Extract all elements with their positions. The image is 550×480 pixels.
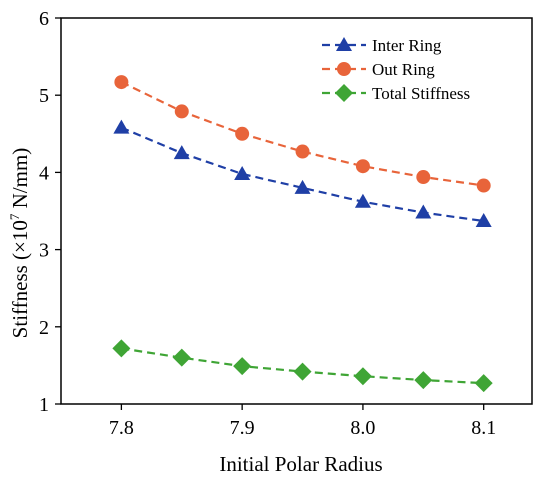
data-point [353,367,372,386]
y-tick-label: 6 [39,8,49,30]
data-point [415,204,432,219]
data-point [475,213,492,228]
series-layer [112,75,493,393]
series-total-stiffness [112,339,493,393]
data-point [476,178,491,193]
y-axis-title-suffix: N/mm) [8,148,32,214]
series-out-ring [114,75,491,193]
legend-label: Total Stiffness [372,84,470,103]
legend-marker [335,84,353,102]
legend-label: Inter Ring [372,36,442,55]
data-point [354,193,371,208]
data-point [233,357,252,376]
y-tick-label: 4 [39,162,49,184]
x-tick-label: 8.1 [471,417,496,439]
x-tick-label: 7.9 [230,417,255,439]
legend-item: Out Ring [322,60,435,79]
data-point [174,104,189,119]
x-tick-label: 7.8 [109,417,134,439]
data-point [414,371,433,390]
y-axis-title-prefix: Stiffness (×10 [8,220,32,338]
data-point [172,348,191,367]
legend-item: Inter Ring [322,36,442,55]
y-tick-label: 1 [39,394,49,416]
legend: Inter Ring Out Ring Total Stiffness [322,36,470,103]
y-axis-title: Stiffness (×107 N/mm) [7,148,32,339]
data-point [173,145,190,160]
data-point [235,126,250,141]
series-inter-ring [113,119,492,228]
data-point [234,165,251,180]
data-point [474,374,493,393]
y-tick-label: 5 [39,85,49,107]
x-tick-label: 8.0 [350,417,375,439]
data-point [295,144,310,159]
legend-label: Out Ring [372,60,435,79]
axes: 7.8 7.9 8.0 8.1 1 2 3 4 5 6 [39,8,533,439]
legend-item: Total Stiffness [322,84,470,103]
data-point [294,179,311,194]
legend-marker [337,62,351,76]
x-axis-title: Initial Polar Radius [219,452,382,476]
data-point [114,75,129,90]
y-tick-label: 3 [39,240,49,262]
data-point [293,362,312,381]
y-tick-label: 2 [39,317,49,339]
data-point [113,119,130,134]
data-point [416,170,431,185]
data-point [112,339,131,358]
plot-frame [60,17,533,405]
data-point [355,159,370,174]
legend-marker [336,37,352,51]
y-axis-title-exponent: 7 [7,213,22,220]
